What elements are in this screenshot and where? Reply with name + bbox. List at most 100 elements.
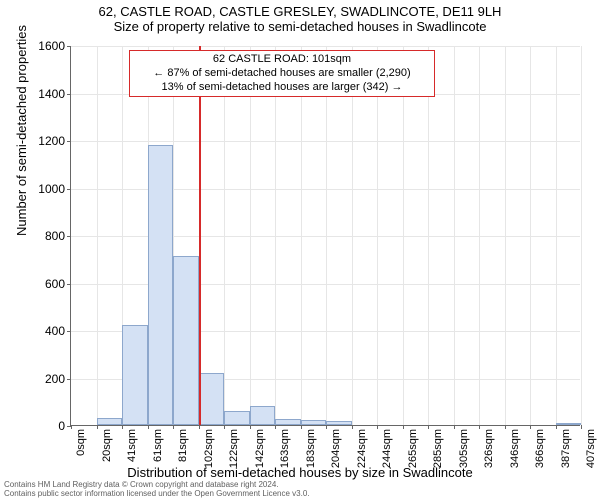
xtick-label: 61sqm — [152, 429, 164, 462]
gridline-v — [301, 46, 302, 425]
xtick-mark — [403, 425, 404, 429]
xtick-label: 387sqm — [560, 429, 572, 468]
xtick-mark — [581, 425, 582, 429]
gridline-v — [428, 46, 429, 425]
xtick-label: 41sqm — [126, 429, 138, 462]
xtick-label: 0sqm — [75, 429, 87, 456]
chart-title-block: 62, CASTLE ROAD, CASTLE GRESLEY, SWADLIN… — [0, 0, 600, 34]
xtick-mark — [428, 425, 429, 429]
gridline-v — [275, 46, 276, 425]
gridline-v — [377, 46, 378, 425]
gridline-v — [352, 46, 353, 425]
ytick-mark — [67, 46, 71, 47]
ytick-label: 400 — [45, 324, 65, 338]
xtick-mark — [148, 425, 149, 429]
xtick-mark — [173, 425, 174, 429]
xtick-label: 285sqm — [432, 429, 444, 468]
annotation-line3: 13% of semi-detached houses are larger (… — [136, 81, 428, 95]
xtick-mark — [250, 425, 251, 429]
xtick-label: 20sqm — [101, 429, 113, 462]
x-axis-label: Distribution of semi-detached houses by … — [0, 465, 600, 480]
xtick-mark — [275, 425, 276, 429]
xtick-mark — [530, 425, 531, 429]
gridline-v — [326, 46, 327, 425]
ytick-label: 1200 — [38, 134, 65, 148]
histogram-bar — [556, 423, 582, 425]
xtick-label: 265sqm — [407, 429, 419, 468]
xtick-label: 305sqm — [458, 429, 470, 468]
ytick-mark — [67, 189, 71, 190]
footer-line-1: Contains HM Land Registry data © Crown c… — [4, 480, 310, 489]
xtick-mark — [301, 425, 302, 429]
histogram-bar — [326, 421, 352, 425]
ytick-label: 200 — [45, 372, 65, 386]
chart-plot-area: 020040060080010001200140016000sqm20sqm41… — [70, 46, 580, 426]
footer-line-2: Contains public sector information licen… — [4, 489, 310, 498]
xtick-mark — [97, 425, 98, 429]
ytick-label: 600 — [45, 277, 65, 291]
xtick-mark — [71, 425, 72, 429]
histogram-bar — [97, 418, 123, 425]
xtick-label: 163sqm — [279, 429, 291, 468]
ytick-label: 800 — [45, 229, 65, 243]
xtick-mark — [377, 425, 378, 429]
histogram-bar — [250, 406, 276, 425]
histogram-bar — [122, 325, 148, 425]
ytick-mark — [67, 284, 71, 285]
histogram-bar — [199, 373, 225, 425]
gridline-v — [581, 46, 582, 425]
ytick-label: 1400 — [38, 87, 65, 101]
ytick-label: 1600 — [38, 39, 65, 53]
ytick-mark — [67, 331, 71, 332]
xtick-label: 224sqm — [356, 429, 368, 468]
plot: 020040060080010001200140016000sqm20sqm41… — [70, 46, 580, 426]
ytick-label: 0 — [58, 419, 65, 433]
ytick-label: 1000 — [38, 182, 65, 196]
xtick-mark — [199, 425, 200, 429]
gridline-v — [530, 46, 531, 425]
xtick-label: 204sqm — [330, 429, 342, 468]
xtick-label: 81sqm — [177, 429, 189, 462]
histogram-bar — [301, 420, 327, 425]
title-line-1: 62, CASTLE ROAD, CASTLE GRESLEY, SWADLIN… — [0, 4, 600, 19]
xtick-mark — [479, 425, 480, 429]
gridline-v — [505, 46, 506, 425]
xtick-label: 183sqm — [305, 429, 317, 468]
xtick-label: 346sqm — [509, 429, 521, 468]
ytick-mark — [67, 236, 71, 237]
xtick-mark — [454, 425, 455, 429]
gridline-v — [224, 46, 225, 425]
annotation-box: 62 CASTLE ROAD: 101sqm← 87% of semi-deta… — [129, 50, 435, 97]
footer-attribution: Contains HM Land Registry data © Crown c… — [4, 480, 310, 498]
reference-line — [199, 46, 201, 425]
xtick-label: 407sqm — [585, 429, 597, 468]
gridline-v — [479, 46, 480, 425]
gridline-v — [403, 46, 404, 425]
gridline-v — [454, 46, 455, 425]
xtick-mark — [326, 425, 327, 429]
xtick-mark — [224, 425, 225, 429]
xtick-label: 102sqm — [203, 429, 215, 468]
annotation-line1: 62 CASTLE ROAD: 101sqm — [136, 53, 428, 67]
xtick-label: 142sqm — [254, 429, 266, 468]
xtick-label: 122sqm — [228, 429, 240, 468]
xtick-label: 366sqm — [534, 429, 546, 468]
y-axis-label: Number of semi-detached properties — [14, 25, 29, 236]
histogram-bar — [173, 256, 199, 425]
histogram-bar — [224, 411, 250, 425]
xtick-mark — [122, 425, 123, 429]
xtick-mark — [556, 425, 557, 429]
ytick-mark — [67, 141, 71, 142]
histogram-bar — [148, 145, 174, 425]
gridline-v — [250, 46, 251, 425]
xtick-label: 244sqm — [381, 429, 393, 468]
title-line-2: Size of property relative to semi-detach… — [0, 19, 600, 34]
xtick-mark — [505, 425, 506, 429]
gridline-v — [97, 46, 98, 425]
xtick-mark — [352, 425, 353, 429]
ytick-mark — [67, 379, 71, 380]
ytick-mark — [67, 94, 71, 95]
gridline-v — [556, 46, 557, 425]
histogram-bar — [275, 419, 301, 425]
annotation-line2: ← 87% of semi-detached houses are smalle… — [136, 67, 428, 81]
